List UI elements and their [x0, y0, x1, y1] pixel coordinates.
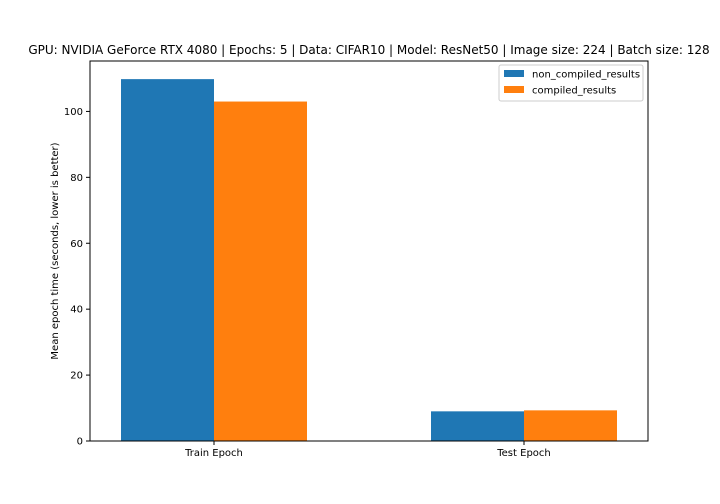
- legend-label-non-compiled-results: non_compiled_results: [532, 70, 640, 81]
- bar-non-compiled-results-1: [431, 411, 524, 441]
- y-tick-label: 100: [64, 107, 83, 118]
- bar-non-compiled-results-0: [121, 79, 214, 442]
- bar-compiled-results-0: [214, 101, 307, 442]
- y-tick-label: 20: [70, 371, 83, 382]
- legend: non_compiled_results compiled_results: [498, 64, 644, 102]
- y-tick-label: 40: [70, 305, 83, 316]
- y-ticks: 0 20 40 60 80 100: [64, 107, 90, 448]
- x-ticks: Train Epoch Test Epoch: [184, 441, 551, 459]
- legend-swatch-compiled-results: [504, 86, 524, 93]
- y-tick-label: 0: [77, 437, 83, 448]
- bar-compiled-results-1: [524, 410, 617, 441]
- y-axis-label: Mean epoch time (seconds, lower is bette…: [50, 142, 61, 359]
- legend-swatch-non-compiled-results: [504, 70, 524, 77]
- x-tick-label: Test Epoch: [496, 448, 551, 459]
- y-tick-label: 60: [70, 239, 83, 250]
- x-tick-label: Train Epoch: [184, 448, 243, 459]
- chart-title: GPU: NVIDIA GeForce RTX 4080 | Epochs: 5…: [28, 43, 709, 57]
- plot-area-frame: [89, 60, 649, 442]
- y-tick-label: 80: [70, 173, 83, 184]
- legend-label-compiled-results: compiled_results: [532, 86, 616, 97]
- legend-box: [498, 64, 644, 102]
- bars-layer: [121, 79, 617, 442]
